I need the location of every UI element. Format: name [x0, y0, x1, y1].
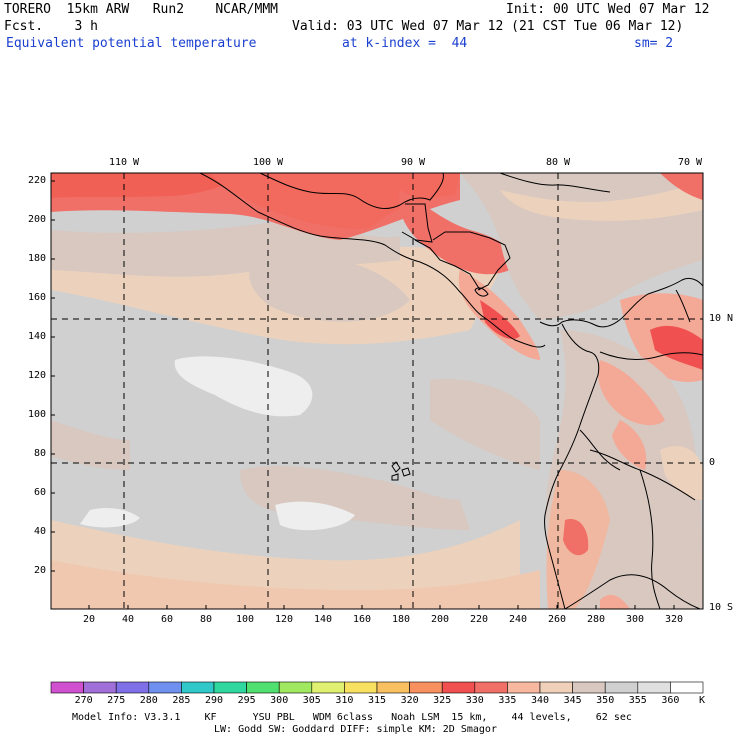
colorbar-label: 270 [74, 695, 93, 706]
colorbar-label: 290 [204, 695, 224, 706]
smoothing-info: sm= 2 [634, 36, 674, 51]
colorbar-swatch [376, 681, 410, 694]
colorbar-swatch [311, 681, 345, 694]
lat-label: 10 N [709, 313, 734, 324]
colorbar-swatch [83, 681, 117, 694]
colorbar-label: 320 [400, 695, 419, 706]
colorbar-label: 360 [661, 695, 680, 706]
colorbar-label: 305 [302, 695, 321, 706]
colorbar-swatch [604, 681, 639, 694]
x-tick-label: 60 [160, 614, 174, 625]
level-info: at k-index = 44 [342, 36, 468, 51]
colorbar-label: 350 [596, 695, 615, 706]
colorbar-label: 335 [498, 695, 517, 706]
colorbar-swatch [246, 681, 280, 694]
colorbar-swatch [213, 681, 247, 694]
axis-ticks [51, 180, 675, 609]
lat-label: 10 S [709, 602, 734, 613]
colorbar-swatch [637, 681, 671, 694]
colorbar-label: 285 [172, 695, 191, 706]
colorbar-label: 325 [433, 695, 452, 706]
colorbar-unit: K [699, 695, 706, 706]
y-tick-label: 220 [27, 175, 46, 186]
y-tick-label: 60 [33, 487, 46, 498]
colorbar-label: 300 [270, 695, 289, 706]
colorbar-label: 345 [563, 695, 582, 706]
colorbar-swatch [50, 681, 84, 694]
colorbar-label: 340 [530, 695, 550, 706]
y-tick-label: 40 [33, 526, 46, 537]
x-tick-label: 100 [235, 614, 255, 625]
y-tick-label: 180 [27, 253, 46, 264]
colorbar-label: 280 [139, 695, 158, 706]
colorbar-swatch [670, 681, 704, 694]
lon-label: 70 W [677, 157, 703, 168]
colorbar-swatch [572, 681, 606, 694]
colorbar-swatch [115, 681, 150, 694]
init-time: Init: 00 UTC Wed 07 Mar 12 [506, 2, 710, 17]
colorbar-swatch [344, 681, 378, 694]
colorbar-swatch [441, 681, 476, 694]
colorbar-swatch [409, 681, 443, 694]
colorbar-swatch [539, 681, 573, 694]
y-tick-label: 100 [27, 409, 46, 420]
y-tick-label: 20 [33, 565, 46, 576]
colorbar-swatch [181, 681, 215, 694]
valid-time: Valid: 03 UTC Wed 07 Mar 12 (21 CST Tue … [292, 19, 684, 34]
y-tick-label: 80 [33, 448, 46, 459]
model-info: Model Info: V3.3.1 KF YSU PBL WDM 6class… [72, 712, 632, 723]
x-tick-label: 240 [508, 614, 528, 625]
field-name: Equivalent potential temperature [6, 36, 257, 51]
colorbar-swatch [278, 681, 313, 694]
x-tick-label: 200 [430, 614, 450, 625]
x-tick-label: 220 [469, 614, 489, 625]
physics-info: LW: Godd SW: Goddard DIFF: simple KM: 2D… [214, 724, 497, 735]
model-title: TORERO 15km ARW Run2 NCAR/MMM [4, 2, 278, 17]
colorbar-swatch [148, 681, 182, 694]
lon-label: 110 W [108, 157, 140, 168]
colorbar [50, 681, 704, 694]
colorbar-swatch [507, 681, 541, 694]
x-tick-label: 160 [352, 614, 372, 625]
y-tick-label: 140 [27, 331, 46, 342]
temperature-field [51, 173, 703, 609]
colorbar-label: 355 [628, 695, 647, 706]
y-tick-label: 120 [27, 370, 46, 381]
lon-label: 100 W [252, 157, 284, 168]
forecast-hour: Fcst. 3 h [4, 19, 98, 34]
colorbar-label: 330 [465, 695, 484, 706]
x-tick-label: 180 [391, 614, 411, 625]
colorbar-label: 275 [107, 695, 126, 706]
lon-label: 80 W [545, 157, 571, 168]
colorbar-label: 310 [335, 695, 354, 706]
colorbar-label: 315 [367, 695, 387, 706]
x-tick-label: 20 [82, 614, 96, 625]
lon-label: 90 W [400, 157, 426, 168]
lat-lon-grid [51, 173, 703, 609]
x-tick-label: 280 [586, 614, 606, 625]
x-tick-label: 320 [664, 614, 684, 625]
y-tick-label: 200 [27, 214, 46, 225]
x-tick-label: 300 [625, 614, 645, 625]
x-tick-label: 140 [313, 614, 333, 625]
y-tick-label: 160 [27, 292, 46, 303]
x-tick-label: 260 [547, 614, 567, 625]
colorbar-label: 295 [237, 695, 256, 706]
colorbar-swatch [474, 681, 508, 694]
x-tick-label: 80 [199, 614, 213, 625]
x-tick-label: 40 [121, 614, 135, 625]
map-frame [50, 172, 704, 610]
x-tick-label: 120 [274, 614, 294, 625]
lat-label: 0 [709, 457, 716, 468]
